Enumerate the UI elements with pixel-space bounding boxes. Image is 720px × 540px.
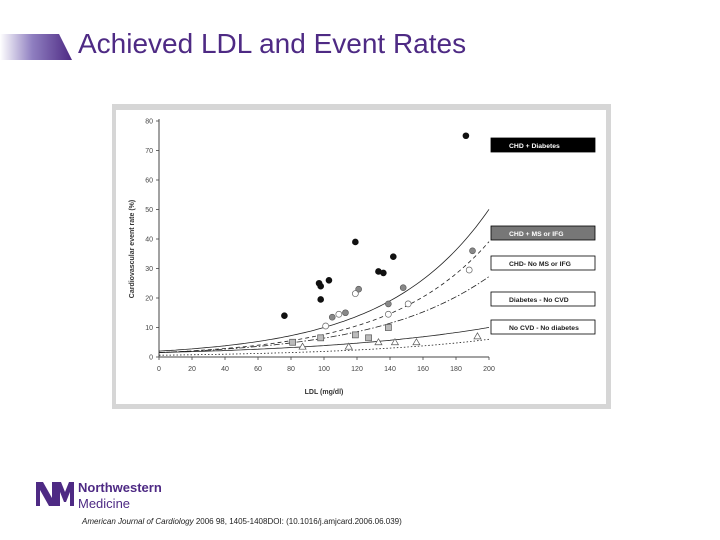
x-tick-label: 160 — [417, 366, 429, 373]
point-series-4 — [289, 338, 296, 346]
point-series-4 — [352, 331, 359, 339]
point-series-3 — [404, 300, 412, 308]
x-tick-label: 60 — [254, 366, 262, 373]
point-series-3 — [322, 322, 329, 330]
series-label-box — [490, 225, 596, 241]
point-series-1 — [317, 296, 324, 303]
x-tick-label: 20 — [188, 366, 196, 373]
citation: American Journal of Cardiology 2006 98, … — [82, 517, 402, 526]
point-series-1 — [390, 253, 397, 260]
chart-svg: 0 20 40 60 80 100 120 140 160 180 200 0 10 20 30 40 50 60… — [116, 110, 606, 404]
y-tick-label: 60 — [145, 178, 153, 185]
slide-title: Achieved LDL and Event Rates — [78, 28, 467, 59]
point-series-2 — [469, 247, 476, 255]
citation-details: 2006 98, 1405-1408DOI: (10.1016/j.amjcar… — [193, 517, 402, 526]
title-accent-bar — [0, 34, 72, 60]
series-label-box — [490, 255, 596, 271]
series-label-box — [490, 291, 596, 307]
series-label-text: CHD + MS or IFG — [509, 231, 564, 238]
y-tick-label: 70 — [145, 148, 153, 155]
series-label-1: CHD + Diabetes — [490, 137, 596, 153]
x-tick-label: 0 — [157, 366, 161, 373]
axes: 0 20 40 60 80 100 120 140 160 180 200 0 10 20 30 40 50 60… — [145, 119, 495, 374]
point-series-5 — [344, 342, 353, 350]
point-series-5 — [374, 338, 383, 346]
y-axis-label: Cardiovascular event rate (%) — [129, 200, 136, 298]
point-series-3 — [385, 310, 392, 318]
northwestern-medicine-logo-icon — [36, 482, 74, 506]
point-series-1 — [462, 132, 470, 140]
point-series-2 — [328, 313, 336, 321]
logo-line-1: Northwestern — [78, 480, 162, 495]
point-series-1 — [317, 282, 324, 290]
x-tick-label: 200 — [483, 366, 495, 373]
x-tick-label: 120 — [351, 366, 363, 373]
series-label-text: CHD- No MS or IFG — [509, 261, 571, 268]
point-series-5 — [473, 332, 482, 340]
point-series-3 — [335, 310, 343, 318]
x-axis-label: LDL (mg/dl) — [305, 389, 344, 396]
series-label-5: No CVD - No diabetes — [490, 319, 596, 335]
series-label-3: CHD- No MS or IFG — [490, 255, 596, 271]
point-series-4 — [385, 324, 392, 331]
chart-figure: 0 20 40 60 80 100 120 140 160 180 200 0 10 20 30 40 50 60… — [112, 104, 611, 409]
series-label-2: CHD + MS or IFG — [490, 225, 596, 241]
series-label-text: No CVD - No diabetes — [509, 325, 579, 332]
citation-journal: American Journal of Cardiology — [82, 517, 194, 526]
series-label-box — [490, 137, 596, 153]
y-tick-label: 10 — [145, 325, 153, 332]
y-tick-label: 50 — [145, 207, 153, 214]
series-label-box — [490, 319, 596, 335]
logo-line-2: Medicine — [78, 496, 131, 511]
fit-curve-4 — [158, 327, 490, 353]
series-label-text: Diabetes - No CVD — [509, 297, 569, 304]
point-series-5 — [412, 338, 421, 346]
point-series-2 — [385, 300, 392, 308]
point-series-4 — [365, 334, 372, 342]
y-tick-label: 20 — [145, 296, 153, 303]
point-series-3 — [465, 266, 473, 274]
point-series-2 — [355, 285, 362, 293]
x-tick-label: 180 — [450, 366, 462, 373]
point-series-4 — [317, 334, 325, 342]
data-points — [281, 132, 482, 350]
series-label-4: Diabetes - No CVD — [490, 291, 596, 307]
x-tick-label: 140 — [384, 366, 396, 373]
point-series-1 — [352, 238, 359, 246]
fit-curve-5 — [159, 338, 490, 356]
y-tick-label: 40 — [145, 237, 153, 244]
x-tick-label: 40 — [221, 366, 229, 373]
point-series-2 — [399, 284, 407, 291]
point-series-1 — [281, 312, 288, 319]
y-tick-label: 0 — [149, 355, 153, 362]
point-series-5 — [298, 342, 307, 350]
point-series-3 — [352, 290, 359, 297]
y-tick-label: 30 — [145, 266, 153, 273]
x-tick-label: 80 — [287, 366, 295, 373]
point-series-5 — [390, 338, 400, 346]
point-series-1 — [325, 277, 333, 284]
series-label-text: CHD + Diabetes — [509, 143, 560, 150]
point-series-2 — [342, 309, 349, 317]
series-labels: CHD + Diabetes CHD + MS or IFG CHD- No MS … — [490, 137, 596, 335]
y-tick-label: 80 — [145, 119, 153, 126]
x-tick-label: 100 — [318, 366, 330, 373]
point-series-1 — [380, 269, 387, 277]
